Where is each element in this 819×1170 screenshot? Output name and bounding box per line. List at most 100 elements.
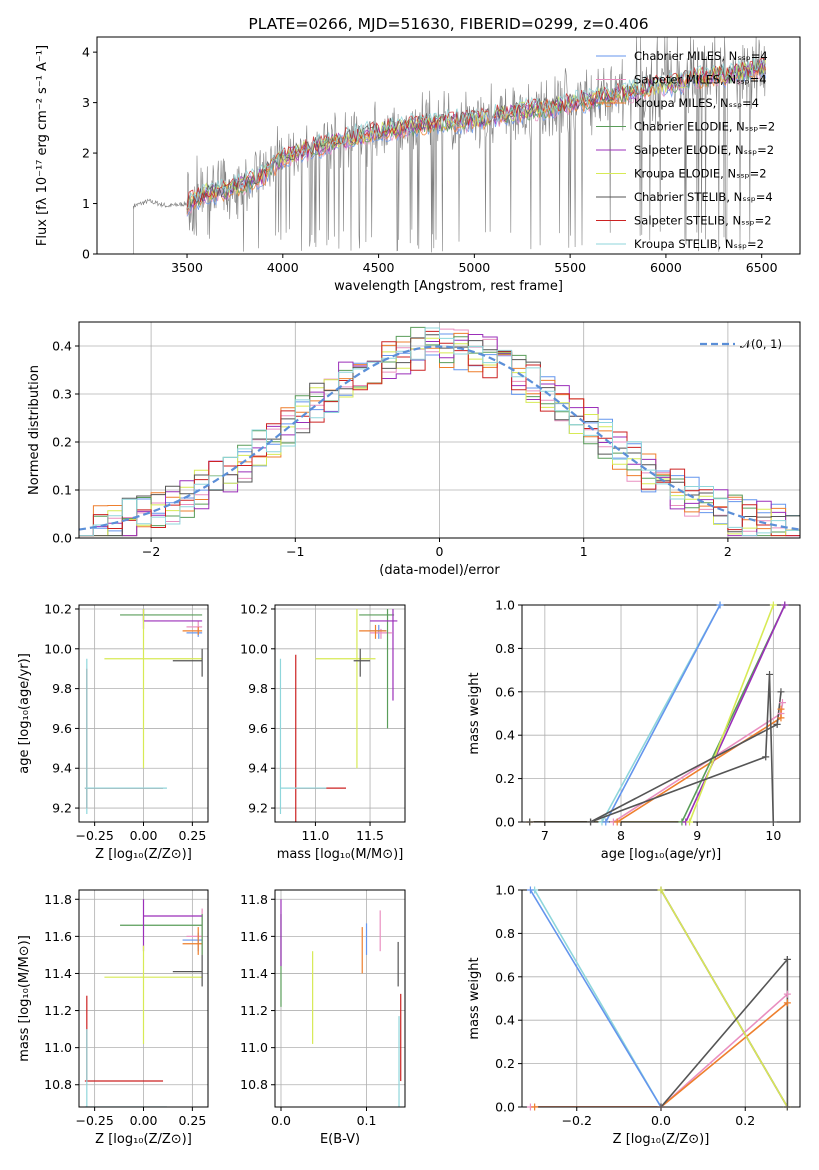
mass-weight-line-chabrier_elodie [529, 605, 786, 822]
y-tick-label: 9.2 [248, 801, 268, 816]
histogram-kroupa_stelib [79, 327, 800, 537]
marker-chabrier_miles [526, 886, 534, 894]
legend-entry: Chabrier ELODIE, Nₛₛₚ=2 [634, 120, 775, 134]
x-tick-label: 4500 [363, 260, 395, 275]
y-tick-label: 0.4 [52, 339, 72, 354]
y-tick-label: 9.6 [248, 721, 268, 736]
legend-entry: Chabrier STELIB, Nₛₛₚ=4 [634, 190, 773, 204]
mass-weight-line-chabrier_stelib [660, 958, 789, 1107]
x-axis-label: (data-model)/error [379, 563, 500, 578]
panel-age_vs_mass: 11.0 11.5 9.2 9.4 9.6 9.8 10.0 10.2 mass [log₁₀(… [240, 601, 406, 862]
y-axis-label: mass [log₁₀(M/M⊙)] [17, 935, 32, 1062]
y-tick-label: 10.0 [240, 641, 268, 656]
plot-area [79, 326, 800, 537]
marker-salpeter_miles [778, 699, 786, 707]
y-tick-label: 0.4 [495, 728, 515, 743]
x-tick-label: 0.25 [178, 828, 206, 843]
y-tick-label: 11.6 [44, 929, 72, 944]
x-axis-label: Z [log₁₀(Z/Z⊙)] [613, 1132, 710, 1147]
x-tick-label: 1 [580, 544, 588, 559]
marker-chabrier_stelib [762, 753, 770, 761]
x-tick-label: 6000 [650, 260, 682, 275]
y-tick-label: 10.8 [44, 1077, 72, 1092]
mass-weight-line-salpeter_miles [529, 702, 784, 822]
plot-area [84, 608, 203, 815]
panel-spectrum: 3500 4000 4500 5000 5500 6000 6500 0 1 2 3 4 wavelen… [35, 15, 801, 294]
mass-weight-line-kroupa_elodie [660, 890, 789, 1107]
panel-mass_vs_z: −0.25 0.00 0.25 10.8 11.0 11.2 11.4 11.6 11.8 Z [… [17, 889, 209, 1147]
y-tick-label: 10.8 [240, 1077, 268, 1092]
x-tick-label: 11.5 [356, 828, 384, 843]
y-tick-label: 10.2 [240, 601, 268, 616]
panel-residuals: −2 −1 0 1 2 0.0 0.1 0.2 0.3 0.4 (data-model)/error… [27, 321, 801, 578]
y-tick-label: 0.8 [495, 641, 515, 656]
y-tick-label: 11.6 [240, 929, 268, 944]
x-tick-label: 11.0 [301, 828, 329, 843]
x-tick-label: 0.00 [130, 1113, 158, 1128]
marker-chabrier_stelib [773, 720, 781, 728]
y-tick-label: 0.0 [495, 815, 515, 830]
y-tick-label: 0.8 [495, 926, 515, 941]
histogram-chabrier_stelib [79, 334, 800, 537]
marker-kroupa_elodie [769, 601, 777, 609]
panel-massweight_vs_age: 7 8 9 10 0.0 0.2 0.4 0.6 0.8 1.0 age [log₁₀(age/yr… [467, 598, 801, 862]
mass-weight-line-chabrier_stelib [590, 691, 782, 822]
mass-weight-line-chabrier_miles [529, 605, 721, 822]
mass-weight-line-kroupa_miles [534, 1002, 788, 1107]
y-tick-label: 9.6 [52, 721, 72, 736]
y-tick-label: 11.2 [44, 1003, 72, 1018]
x-tick-label: 7 [541, 828, 549, 843]
x-tick-label: 2 [724, 544, 732, 559]
mass-weight-line-chabrier_stelib [529, 674, 775, 822]
x-axis-label: mass [log₁₀(M/M⊙)] [277, 847, 404, 862]
model-spectrum-chabrier_stelib [186, 57, 766, 211]
y-tick-label: 0.6 [495, 684, 515, 699]
x-tick-label: −0.25 [75, 828, 113, 843]
x-axis-label: E(B-V) [320, 1132, 360, 1147]
chart-title: PLATE=0266, MJD=51630, FIBERID=0299, z=0… [248, 15, 648, 33]
y-tick-label: 11.8 [44, 892, 72, 907]
observed-spectrum [133, 37, 766, 254]
marker-kroupa_miles [531, 1103, 539, 1111]
marker-chabrier_stelib [526, 818, 534, 826]
plot-area [280, 899, 402, 1107]
legend: Chabrier MILES, Nₛₛₚ=4 Salpeter MILES, Nₛ… [596, 49, 775, 251]
x-axis-label: wavelength [Angstrom, rest frame] [334, 279, 563, 294]
marker-chabrier_stelib [777, 688, 785, 696]
x-tick-label: 5500 [554, 260, 586, 275]
mass-weight-line-kroupa_elodie [529, 605, 775, 822]
x-tick-label: 10 [765, 828, 781, 843]
axes-frame [96, 36, 801, 255]
x-tick-label: 0.0 [651, 1113, 671, 1128]
plot-area [84, 899, 203, 1107]
legend-entry: Chabrier MILES, Nₛₛₚ=4 [634, 49, 768, 63]
x-tick-label: 0.1 [357, 1113, 377, 1128]
marker-chabrier_stelib [657, 1103, 665, 1111]
x-tick-label: −1 [286, 544, 304, 559]
x-tick-label: 5000 [458, 260, 490, 275]
marker-chabrier_miles [716, 601, 724, 609]
x-tick-label: 0.00 [130, 828, 158, 843]
x-axis-label: Z [log₁₀(Z/Z⊙)] [95, 847, 192, 862]
legend-entry: Salpeter ELODIE, Nₛₛₚ=2 [634, 143, 774, 157]
panel-mass_vs_ebv: 0.0 0.1 10.8 11.0 11.2 11.4 11.6 11.8 E(B-V) [240, 889, 406, 1147]
y-tick-label: 2 [82, 146, 90, 161]
marker-kroupa_elodie [686, 818, 694, 826]
marker-chabrier_stelib [587, 818, 595, 826]
y-tick-label: 1 [82, 196, 90, 211]
x-tick-label: 0.25 [178, 1113, 206, 1128]
x-tick-label: 0 [436, 544, 444, 559]
x-tick-label: 9 [693, 828, 701, 843]
y-tick-label: 11.8 [240, 892, 268, 907]
x-tick-label: 0.0 [271, 1113, 291, 1128]
plot-area [133, 37, 766, 254]
mass-weight-line-kroupa_stelib [529, 605, 721, 822]
mass-weight-line-salpeter_miles [530, 993, 788, 1107]
x-tick-label: 0.2 [735, 1113, 755, 1128]
legend-entry: Salpeter MILES, Nₛₛₚ=4 [634, 73, 767, 87]
legend-entry: Kroupa MILES, Nₛₛₚ=4 [634, 96, 759, 110]
marker-kroupa_miles [613, 818, 621, 826]
axes-frame [274, 604, 406, 823]
panel-age_vs_z: −0.25 0.00 0.25 9.2 9.4 9.6 9.8 10.0 10.2 Z [log₁… [17, 601, 209, 862]
